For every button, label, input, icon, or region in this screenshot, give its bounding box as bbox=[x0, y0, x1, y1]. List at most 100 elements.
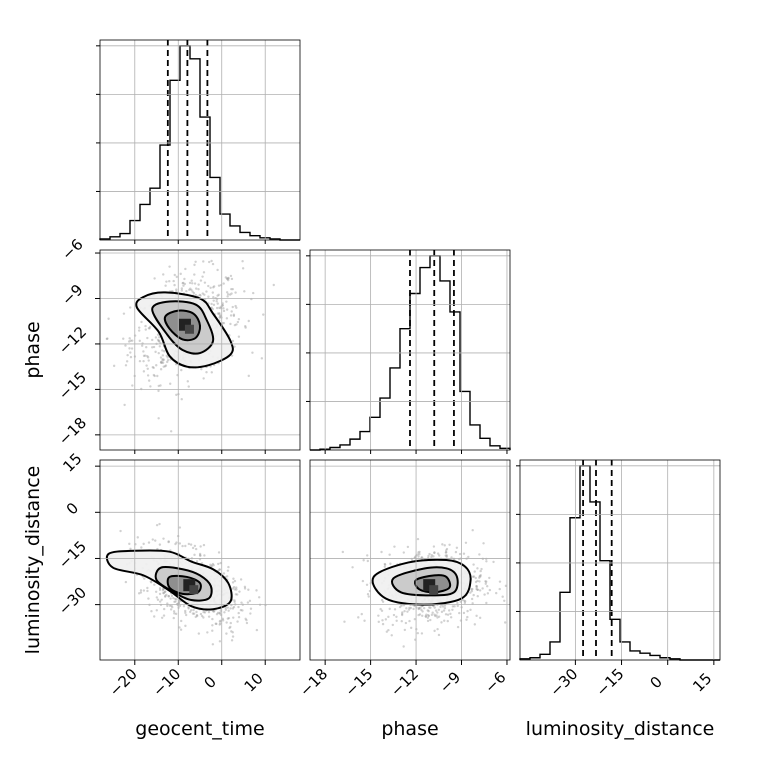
sample-point bbox=[167, 540, 170, 543]
sample-point bbox=[478, 589, 482, 592]
sample-point bbox=[199, 294, 202, 297]
sample-point bbox=[182, 284, 185, 287]
sample-point bbox=[146, 355, 149, 358]
sample-point bbox=[387, 628, 390, 632]
sample-point bbox=[418, 613, 422, 616]
sample-point bbox=[433, 551, 436, 554]
sample-point bbox=[139, 589, 143, 592]
sample-point bbox=[227, 277, 230, 280]
sample-point bbox=[143, 577, 146, 580]
sample-point bbox=[161, 361, 165, 364]
sample-point bbox=[486, 592, 490, 595]
sample-point bbox=[129, 306, 132, 309]
sample-point bbox=[458, 611, 461, 615]
sample-point bbox=[237, 611, 240, 615]
sample-point bbox=[200, 614, 204, 618]
sample-point bbox=[462, 552, 466, 555]
sample-point bbox=[380, 598, 384, 602]
sample-point bbox=[401, 611, 404, 614]
sample-point bbox=[162, 365, 165, 368]
sample-point bbox=[428, 552, 431, 556]
sample-point bbox=[236, 320, 240, 324]
density-core bbox=[189, 585, 199, 595]
sample-point bbox=[484, 582, 487, 585]
sample-point bbox=[153, 583, 156, 586]
pair-geocent-time-luminosity-distance bbox=[105, 522, 267, 646]
sample-point bbox=[379, 607, 382, 611]
sample-point bbox=[148, 327, 151, 330]
sample-point bbox=[456, 601, 459, 605]
sample-point bbox=[154, 350, 157, 354]
tick-label-x: −10 bbox=[149, 665, 184, 700]
sample-point bbox=[233, 579, 237, 583]
sample-point bbox=[380, 550, 383, 554]
sample-point bbox=[377, 620, 380, 624]
xlabel-luminosity-distance: luminosity_distance bbox=[526, 718, 715, 740]
sample-point bbox=[474, 580, 478, 584]
sample-point bbox=[235, 586, 238, 589]
sample-point bbox=[420, 632, 424, 635]
sample-point bbox=[157, 340, 160, 343]
sample-point bbox=[189, 543, 193, 546]
sample-point bbox=[228, 293, 232, 296]
tick-label-x: −30 bbox=[546, 665, 581, 700]
sample-point bbox=[443, 619, 446, 622]
sample-point bbox=[246, 601, 250, 604]
tick-label-x: 0 bbox=[200, 673, 219, 692]
sample-point bbox=[142, 354, 146, 358]
sample-point bbox=[124, 364, 128, 367]
sample-point bbox=[181, 544, 184, 548]
sample-point bbox=[429, 606, 432, 609]
sample-point bbox=[227, 609, 230, 612]
sample-point bbox=[178, 599, 181, 603]
sample-point bbox=[130, 347, 134, 350]
tick-label-x: 15 bbox=[689, 669, 715, 695]
sample-point bbox=[241, 267, 245, 270]
sample-point bbox=[174, 245, 176, 247]
sample-point bbox=[153, 615, 156, 618]
sample-point bbox=[182, 604, 186, 608]
sample-point bbox=[437, 615, 441, 618]
sample-point bbox=[440, 610, 444, 614]
sample-point bbox=[480, 567, 483, 571]
sample-point bbox=[230, 630, 233, 633]
sample-point bbox=[351, 566, 354, 569]
sample-point bbox=[475, 586, 478, 589]
sample-point bbox=[446, 613, 450, 616]
sample-point bbox=[178, 542, 182, 545]
sample-point bbox=[193, 282, 197, 285]
sample-point bbox=[187, 607, 190, 610]
sample-point bbox=[183, 277, 186, 281]
sample-point bbox=[159, 341, 162, 345]
sample-point bbox=[450, 556, 453, 559]
sample-point bbox=[185, 289, 188, 293]
pair-phase-luminosity-distance bbox=[341, 529, 508, 648]
sample-point bbox=[433, 613, 436, 616]
sample-point bbox=[192, 291, 196, 295]
sample-point bbox=[420, 608, 423, 612]
sample-point bbox=[231, 607, 235, 610]
sample-point bbox=[241, 609, 244, 612]
sample-point bbox=[197, 283, 200, 286]
sample-point bbox=[175, 598, 178, 601]
sample-point bbox=[164, 284, 167, 287]
sample-point bbox=[222, 307, 225, 310]
sample-point bbox=[398, 605, 402, 609]
sample-point bbox=[413, 617, 417, 621]
sample-point bbox=[162, 273, 165, 276]
sample-point bbox=[225, 621, 228, 624]
sample-point bbox=[186, 380, 189, 383]
sample-point bbox=[224, 276, 228, 279]
sample-point bbox=[241, 259, 244, 263]
sample-point bbox=[166, 360, 169, 364]
sample-point bbox=[175, 290, 178, 293]
sample-point bbox=[175, 288, 178, 291]
sample-point bbox=[165, 354, 168, 358]
sample-point bbox=[188, 288, 191, 291]
panel-frame bbox=[519, 459, 721, 661]
sample-point bbox=[466, 609, 469, 613]
sample-point bbox=[129, 339, 132, 342]
sample-point bbox=[245, 621, 249, 625]
sample-point bbox=[194, 260, 197, 263]
